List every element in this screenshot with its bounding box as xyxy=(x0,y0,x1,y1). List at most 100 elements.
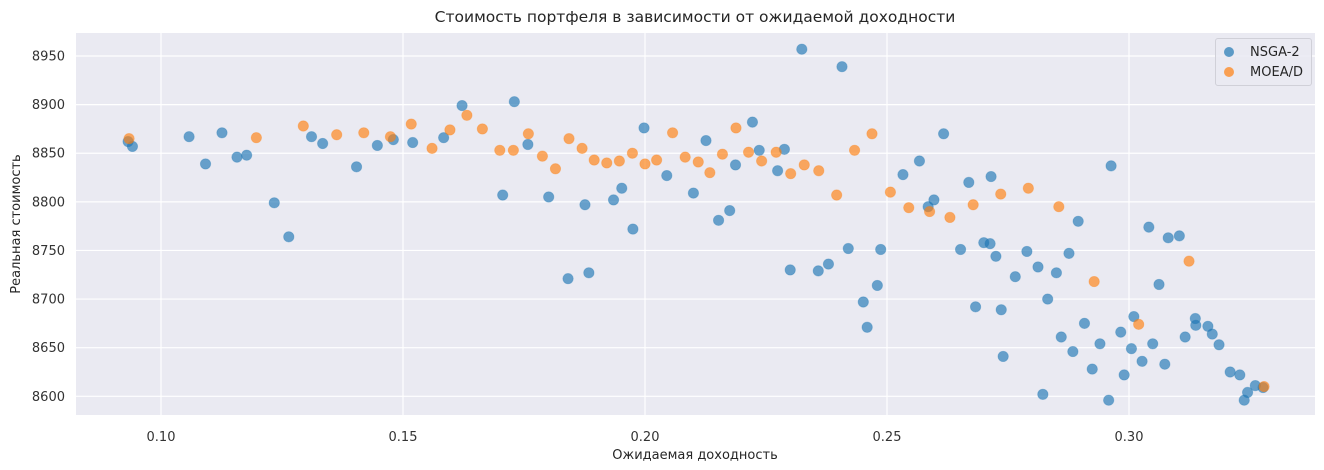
data-point xyxy=(1022,182,1034,194)
data-point xyxy=(1224,366,1236,378)
data-point xyxy=(813,165,825,177)
data-point xyxy=(928,194,940,206)
data-point xyxy=(1103,394,1115,406)
y-axis-label: Реальная стоимость xyxy=(9,154,24,293)
data-point xyxy=(716,148,729,160)
x-tick-label: 0.30 xyxy=(1115,430,1144,445)
data-point xyxy=(1009,271,1021,283)
data-point xyxy=(268,197,280,209)
data-point xyxy=(1143,221,1155,233)
data-point xyxy=(601,157,613,169)
data-point xyxy=(954,243,967,256)
data-point xyxy=(753,144,765,156)
data-point xyxy=(836,61,848,73)
data-point xyxy=(866,128,878,140)
data-point xyxy=(444,124,456,136)
data-point xyxy=(283,231,295,243)
y-tick-label: 8900 xyxy=(32,98,65,113)
y-tick-label: 8850 xyxy=(32,147,65,162)
x-tick-label: 0.15 xyxy=(389,430,418,445)
y-axis-ticks: 8600 8650 8700 8750 8800 8850 8900 8950 xyxy=(32,50,65,405)
series-moea-d xyxy=(123,109,1270,393)
data-point xyxy=(1118,369,1130,381)
data-point xyxy=(123,133,135,145)
data-point xyxy=(522,138,534,151)
data-point xyxy=(842,242,854,255)
data-point xyxy=(812,265,824,277)
data-point xyxy=(563,133,575,145)
data-point xyxy=(426,142,438,154)
data-point xyxy=(494,144,506,156)
data-point xyxy=(371,139,383,152)
data-point xyxy=(1088,275,1100,288)
legend-item-nsga2: NSGA-2 xyxy=(1224,42,1303,62)
data-point xyxy=(875,243,887,256)
data-point xyxy=(384,131,397,143)
data-point xyxy=(1067,345,1079,358)
data-point xyxy=(241,149,253,161)
data-point xyxy=(712,214,725,226)
data-point xyxy=(1213,339,1225,351)
legend-item-moead: MOEA/D xyxy=(1224,62,1303,82)
data-point xyxy=(995,188,1007,200)
data-point xyxy=(562,273,574,285)
data-point xyxy=(798,159,810,171)
data-point xyxy=(969,301,982,313)
data-point xyxy=(903,202,915,214)
data-point xyxy=(607,194,620,206)
data-point xyxy=(756,155,768,167)
data-point xyxy=(1258,380,1270,393)
data-point xyxy=(1206,328,1218,340)
data-point xyxy=(305,131,318,143)
data-point xyxy=(639,158,651,170)
legend-label: NSGA-2 xyxy=(1250,44,1300,60)
data-point xyxy=(1147,338,1159,350)
data-point xyxy=(1094,338,1106,350)
plot-area xyxy=(76,33,1315,415)
data-point xyxy=(507,144,519,156)
data-point xyxy=(199,158,212,170)
x-tick-label: 0.20 xyxy=(631,430,660,445)
data-point xyxy=(1032,261,1044,273)
data-point xyxy=(543,191,555,203)
data-point xyxy=(831,189,843,201)
data-point xyxy=(638,122,650,134)
data-point xyxy=(579,199,591,211)
data-point xyxy=(350,161,363,173)
data-point xyxy=(923,205,936,218)
data-point xyxy=(1153,278,1165,291)
data-point xyxy=(704,167,716,179)
data-point xyxy=(796,43,808,55)
data-point xyxy=(1136,355,1148,367)
data-point xyxy=(358,127,370,139)
data-point xyxy=(772,165,784,177)
data-point xyxy=(848,144,861,156)
data-point xyxy=(729,159,742,171)
data-point xyxy=(1173,230,1185,242)
data-point xyxy=(613,155,625,167)
x-tick-label: 0.10 xyxy=(147,430,176,445)
data-point xyxy=(995,304,1007,316)
data-point xyxy=(317,137,329,150)
legend: NSGA-2 MOEA/D xyxy=(1215,38,1312,86)
data-point xyxy=(583,267,595,279)
data-point xyxy=(576,142,588,154)
data-point xyxy=(627,223,639,235)
data-point xyxy=(666,127,679,139)
y-tick-label: 8950 xyxy=(32,50,65,65)
data-point xyxy=(913,155,926,167)
data-point xyxy=(216,127,228,139)
data-point xyxy=(1037,388,1049,400)
data-point xyxy=(944,211,956,223)
data-point xyxy=(692,156,704,168)
data-point xyxy=(183,131,195,143)
y-tick-label: 8700 xyxy=(32,293,65,308)
series-nsga-2 xyxy=(122,43,1269,406)
data-point xyxy=(984,238,996,250)
chart-title: Стоимость портфеля в зависимости от ожид… xyxy=(434,8,956,26)
data-point xyxy=(746,116,759,128)
data-point xyxy=(784,264,796,276)
y-tick-label: 8750 xyxy=(32,244,65,259)
data-point xyxy=(679,151,691,163)
